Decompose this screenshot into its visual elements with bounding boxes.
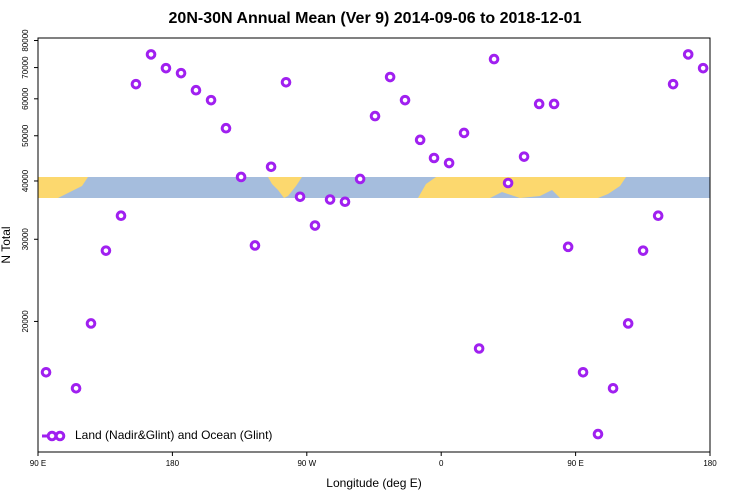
x-tick-label: 90 E [30,459,46,468]
point [458,127,470,139]
point [428,152,440,164]
point [309,220,321,231]
point [85,318,97,329]
point [414,134,426,146]
y-tick-label: 40000 [21,169,30,192]
point [205,94,217,106]
point [637,245,649,256]
point [473,343,485,354]
x-tick-label: 180 [703,459,717,468]
y-tick-label: 50000 [21,124,30,147]
x-tick-label: 0 [439,459,444,468]
point [667,78,679,90]
point [399,94,411,106]
point [518,151,530,162]
point [533,98,545,110]
point [384,71,396,83]
point [339,196,351,208]
point [115,210,127,222]
x-tick-label: 180 [166,459,180,468]
point [488,53,500,65]
point [235,171,247,183]
point [249,240,261,251]
legend-label: Land (Nadir&Glint) and Ocean (Glint) [75,428,272,442]
point [280,76,292,88]
point [577,366,589,378]
y-tick-label: 30000 [21,228,30,251]
point [369,110,381,122]
point [160,62,172,74]
point [622,318,634,329]
land [418,177,626,198]
y-axis-label: N Total [0,226,13,263]
point [562,241,574,253]
point [100,245,112,256]
point [40,366,52,378]
land [268,177,302,198]
point [145,49,157,60]
point [70,382,82,394]
x-axis-label: Longitude (deg E) [326,476,421,490]
point [697,62,709,74]
point [682,49,694,60]
point [265,161,277,173]
point [354,173,366,185]
point [548,98,560,110]
legend-symbol [54,430,66,442]
land [38,177,88,198]
y-tick-label: 70000 [21,56,30,79]
y-tick-label: 80000 [21,29,30,52]
point [324,194,336,205]
x-tick-label: 90 E [567,459,583,468]
point [443,157,455,169]
point [607,382,619,394]
chart-title: 20N-30N Annual Mean (Ver 9) 2014-09-06 t… [169,10,582,27]
y-tick-label: 60000 [21,87,30,110]
point [130,78,142,90]
point [294,191,306,203]
point [220,122,232,134]
x-tick-label: 90 W [297,459,316,468]
point [592,428,604,440]
map-band [38,177,710,198]
point [190,84,202,96]
point [175,67,187,79]
y-tick-label: 20000 [21,310,30,333]
legend-symbol [46,430,58,442]
point [652,210,664,222]
point [502,177,514,189]
plot-frame [37,37,711,453]
